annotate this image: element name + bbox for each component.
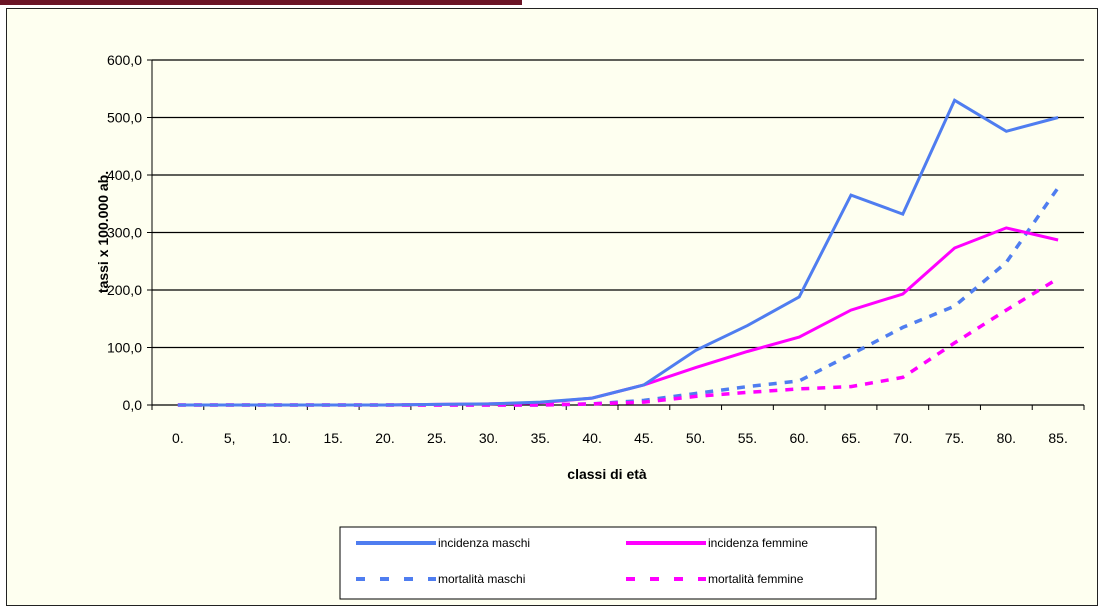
chart-frame: [6, 8, 1098, 606]
x-tick-label: 80.: [997, 430, 1016, 446]
x-tick-label: 20.: [375, 430, 394, 446]
series-line-incidenza-maschi: [177, 98, 1059, 407]
y-tick-label: 500,0: [107, 110, 142, 126]
x-tick-label: 30.: [479, 430, 498, 446]
y-tick-label: 200,0: [107, 282, 142, 298]
x-tick-label: 35.: [531, 430, 550, 446]
x-axis-label: classi di età: [567, 466, 647, 482]
series-line-mortalità-maschi: [177, 186, 1060, 407]
x-tick-label: 50.: [686, 430, 705, 446]
legend-label: incidenza femmine: [708, 536, 808, 550]
legend-box: [339, 526, 877, 600]
y-tick-label: 0,0: [123, 397, 143, 413]
x-tick-label: 0.: [172, 430, 184, 446]
x-tick-label: 55.: [738, 430, 757, 446]
series-line-mortalità-femmine: [177, 277, 1060, 407]
y-tick-labels: 0,0 100,0 200,0 300,0 400,0 500,0 600,0: [107, 52, 142, 413]
x-tick-label: 15.: [323, 430, 342, 446]
legend-label: mortalità maschi: [438, 572, 525, 586]
grid-lines: [147, 59, 1085, 410]
series-line-incidenza-femmine: [177, 226, 1059, 407]
legend-label: mortalità femmine: [708, 572, 804, 586]
x-tick-label: 70.: [893, 430, 912, 446]
x-tick-label: 5,: [224, 430, 236, 446]
top-accent-bar: [0, 0, 522, 5]
x-tick-label: 25.: [427, 430, 446, 446]
y-tick-label: 300,0: [107, 225, 142, 241]
x-tick-label: 40.: [582, 430, 601, 446]
y-tick-label: 600,0: [107, 52, 142, 68]
x-tick-label: 75.: [945, 430, 964, 446]
legend: incidenza maschi incidenza femmine mortali…: [339, 526, 877, 600]
legend-label: incidenza maschi: [438, 536, 530, 550]
x-tick-label: 85.: [1048, 430, 1067, 446]
y-tick-label: 400,0: [107, 167, 142, 183]
x-tick-label: 10.: [272, 430, 291, 446]
x-tick-label: 45.: [634, 430, 653, 446]
x-tick-label: 60.: [789, 430, 808, 446]
y-axis-label: tassi x 100.000 ab.: [95, 171, 111, 293]
y-tick-label: 100,0: [107, 340, 142, 356]
series-lines: [177, 98, 1060, 407]
x-tick-labels: 0. 5, 10. 15. 20. 25. 30. 35. 40. 45. 50. 55. 60. 65.…: [172, 430, 1068, 446]
x-tick-label: 65.: [841, 430, 860, 446]
